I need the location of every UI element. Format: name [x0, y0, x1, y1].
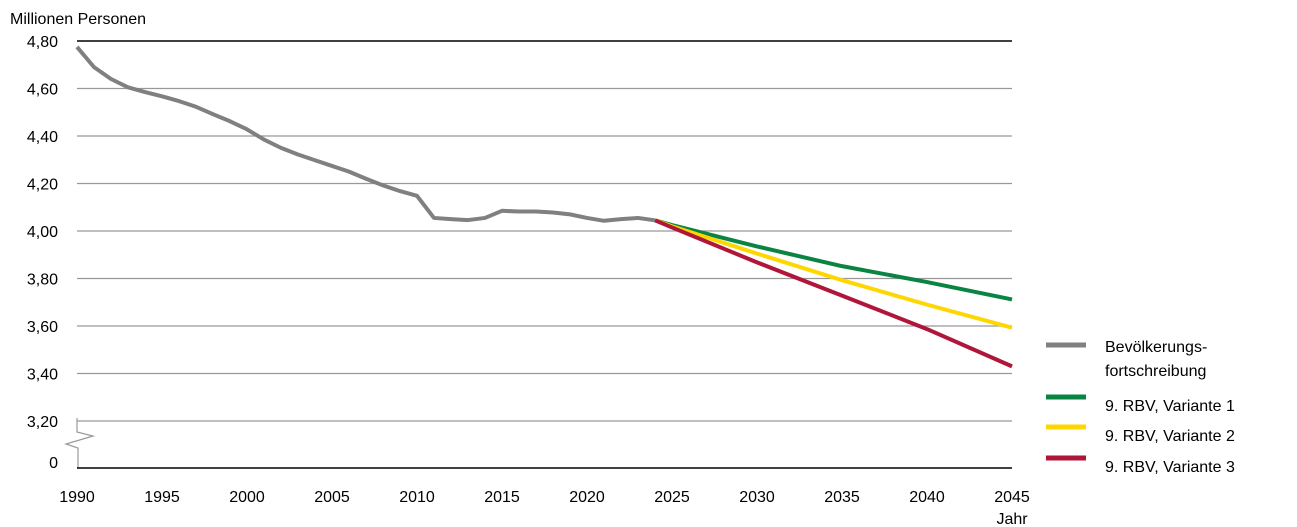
axis-break	[64, 418, 96, 468]
y-tick-label: 3,60	[27, 319, 58, 336]
x-tick-label: 2025	[654, 489, 690, 506]
series-line	[75, 45, 656, 223]
legend-label: 9. RBV, Variante 1	[1105, 398, 1235, 415]
axis-break-mark	[64, 418, 96, 468]
x-tick-label: 2030	[739, 489, 775, 506]
legend-label: Bevölkerungs-	[1105, 339, 1207, 356]
legend-label: 9. RBV, Variante 3	[1105, 459, 1235, 476]
x-tick-label: 2045	[994, 489, 1030, 506]
series-line	[654, 218, 1013, 302]
y-axis-label: Millionen Personen	[10, 11, 146, 28]
legend: Bevölkerungs-fortschreibung 9. RBV, Varia…	[1046, 339, 1235, 476]
x-tick-label: 2000	[229, 489, 265, 506]
x-tick-label: 1995	[144, 489, 180, 506]
y-tick-label: 3,40	[27, 367, 58, 384]
y-tick-label: 4,00	[27, 224, 58, 241]
y-tick-label: 4,60	[27, 82, 58, 99]
y-tick-label: 4,40	[27, 129, 58, 146]
y-tick-label: 4,80	[27, 34, 58, 51]
legend-label: fortschreibung	[1105, 363, 1206, 380]
series-line	[654, 218, 1013, 369]
y-tick-labels: 4,80 4,60 4,40 4,20 4,00 3,80 3,60 3,40 3,20 0	[27, 34, 58, 472]
x-tick-label: 2010	[399, 489, 435, 506]
x-axis-label: Jahr	[996, 511, 1028, 527]
y-tick-label: 4,20	[27, 177, 58, 194]
x-tick-label: 2005	[314, 489, 350, 506]
x-tick-labels: 1990 1995 2000 2005 2010 2015 2020 2025 2030 2035…	[59, 489, 1030, 506]
series-line	[654, 218, 1013, 330]
y-tick-label: 0	[49, 455, 58, 472]
x-tick-label: 2015	[484, 489, 520, 506]
x-tick-label: 2035	[824, 489, 860, 506]
y-tick-label: 3,80	[27, 272, 58, 289]
series-lines	[75, 45, 1013, 369]
x-tick-label: 2020	[569, 489, 605, 506]
x-tick-label: 2040	[909, 489, 945, 506]
gridlines	[77, 40, 1012, 422]
legend-label: 9. RBV, Variante 2	[1105, 428, 1235, 445]
y-tick-label: 3,20	[27, 414, 58, 431]
x-tick-label: 1990	[59, 489, 95, 506]
